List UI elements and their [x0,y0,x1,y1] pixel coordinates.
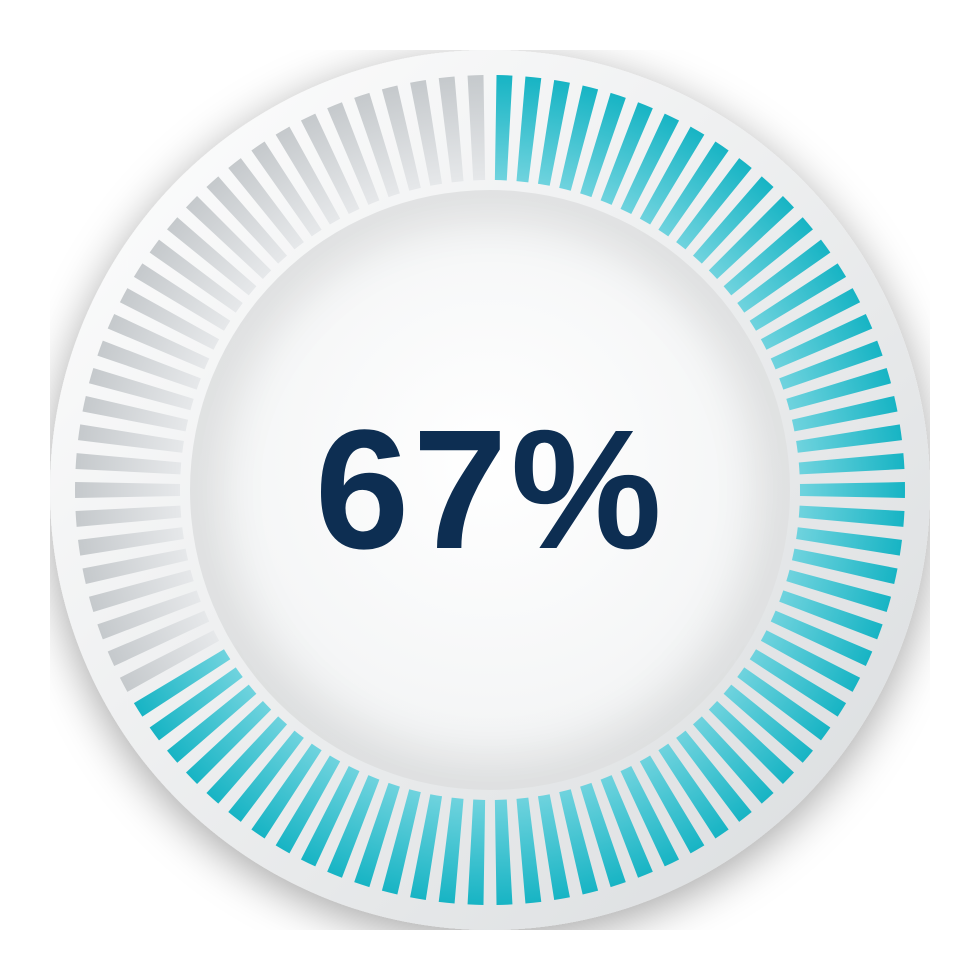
percentage-label: 67% [50,50,930,930]
radial-progress-gauge: 67% [50,50,930,930]
gauge-stage: 67% [0,0,980,980]
